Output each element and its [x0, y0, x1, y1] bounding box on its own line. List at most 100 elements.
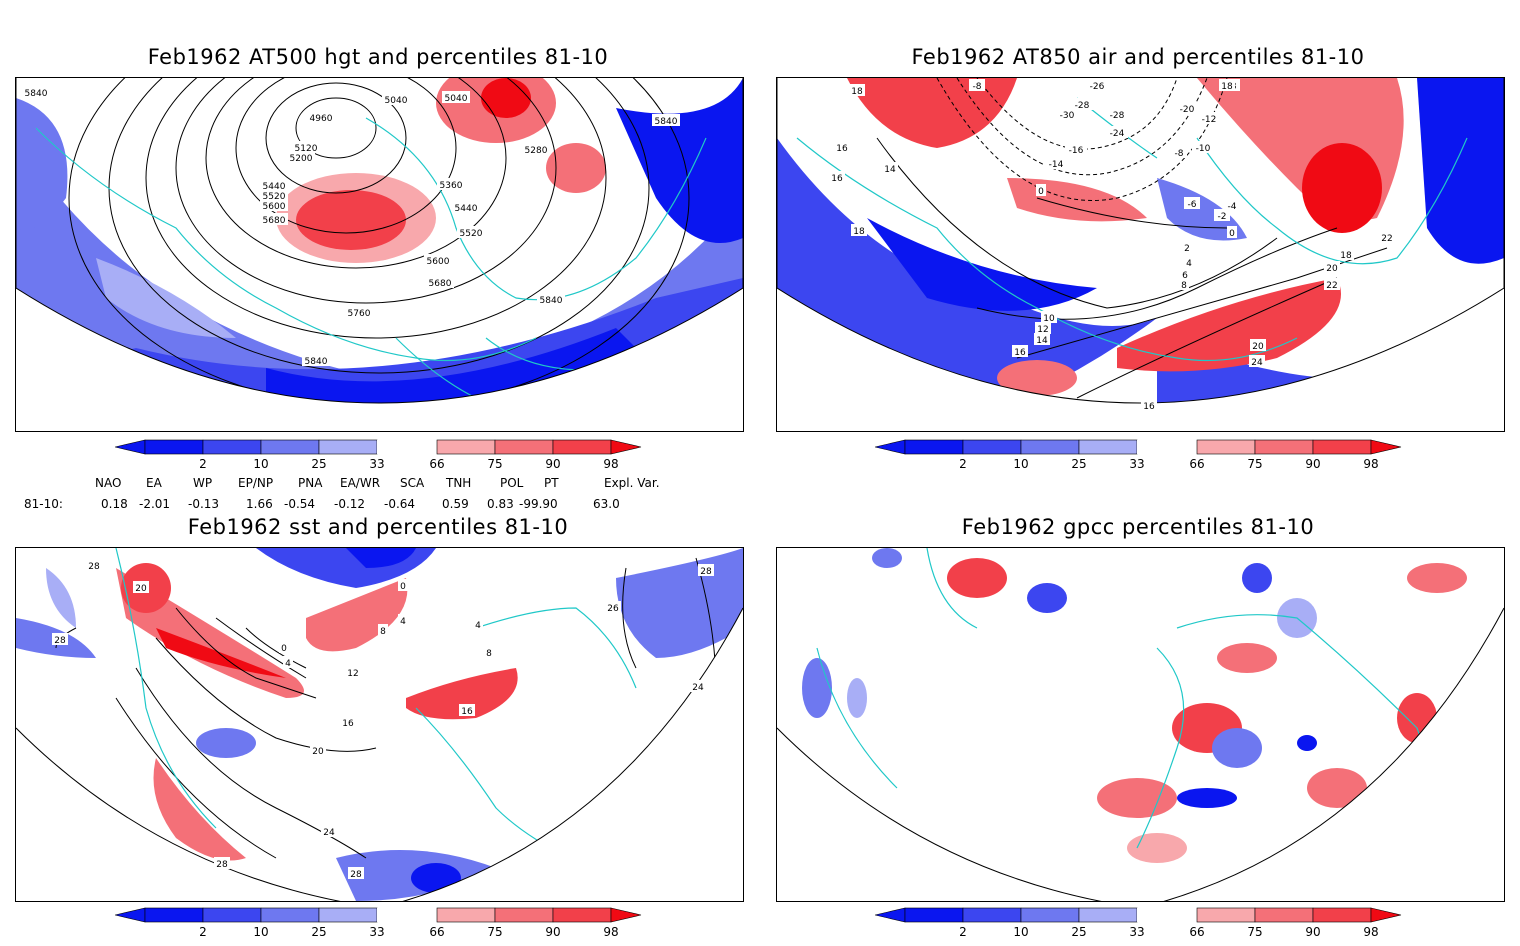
idx-header-pna: PNA: [298, 476, 323, 490]
shade-blue-pale-west: [46, 568, 76, 628]
contour-label-bg: [1224, 199, 1240, 211]
contour-label-bg: [348, 867, 364, 879]
colorbar-label: 33: [369, 925, 384, 939]
colorbar-segment: [436, 907, 496, 923]
colorbar-label: 98: [603, 925, 618, 939]
contour-label-bg: [302, 354, 330, 366]
colorbar-arrow-high: [610, 907, 642, 923]
colorbar-label: 33: [369, 457, 384, 471]
contour-label-bg: [279, 641, 289, 653]
contour-label-bg: [1180, 268, 1190, 280]
contour-label-bg: [437, 178, 465, 190]
contour-label: -12: [1202, 115, 1217, 125]
idx-value-expl: 63.0: [593, 497, 620, 511]
colorbar-segment: [494, 907, 554, 923]
contour-label: 2: [1184, 244, 1190, 254]
map-edge: [777, 607, 1504, 901]
contour-label: 10: [1043, 314, 1055, 324]
shade-red-gulfstream-core: [156, 628, 286, 678]
colorbar-svg: 2 10 25 33 66 75 90 98: [874, 439, 1402, 471]
contour-label: -10: [1196, 144, 1211, 154]
contour-label: -6: [1188, 200, 1197, 210]
contour-label: 4: [285, 659, 291, 669]
colorbar-segment: [904, 907, 964, 923]
contour-label-bg: [1106, 126, 1128, 138]
contour-label-bg: [260, 213, 288, 225]
contour-label: 5520: [263, 192, 286, 202]
contour-label: -4: [1228, 202, 1237, 212]
contour-label-bg: [1012, 345, 1028, 357]
contour-label: 22: [1381, 234, 1392, 244]
contour-label-bg: [1035, 322, 1051, 334]
contour-label-bg: [459, 704, 475, 716]
contour-label-bg: [345, 666, 361, 678]
shade-red-europe: [406, 668, 518, 720]
contour-label: 16: [1014, 348, 1026, 358]
contour-label: 22: [1326, 281, 1337, 291]
contour-label: 14: [1036, 336, 1048, 346]
contour-label: 28: [216, 860, 228, 870]
idx-header-wp: WP: [193, 476, 213, 490]
contour-label-bg: [310, 744, 326, 756]
contour-label-bg: [340, 716, 356, 728]
colorbar-label: 75: [487, 925, 502, 939]
contour-label: 18: [1221, 82, 1233, 92]
idx-value-pt: -99.90: [519, 497, 558, 511]
contour-label-bg: [882, 162, 898, 174]
shade-red-north-core: [481, 78, 531, 118]
contour-label: 5040: [385, 96, 408, 106]
map-panel-gpcc: [776, 547, 1505, 902]
contour-label-bg: [652, 114, 680, 126]
colorbar-air850: 2 10 25 33 66 75 90 98: [874, 438, 1415, 474]
colorbar-label: 2: [199, 457, 207, 471]
shade-red-northwest: [847, 78, 1017, 148]
contour-label-bg: [457, 226, 485, 238]
contour-label-bg: [698, 564, 714, 576]
colorbar-segment: [1196, 907, 1256, 923]
colorbar-segment: [1020, 439, 1080, 455]
colorbar-segment: [1312, 439, 1372, 455]
contour-label-bg: [522, 143, 550, 155]
idx-value-tnh: 0.59: [442, 497, 469, 511]
contour-label: 26: [607, 604, 619, 614]
shade-red-center: [296, 190, 406, 250]
colorbar-label: 66: [1189, 457, 1204, 471]
contour-label: -16: [1069, 146, 1084, 156]
contour-label: 16: [1143, 402, 1155, 412]
shade-red-southwest: [997, 360, 1077, 396]
contour-label: 16: [831, 174, 843, 184]
idx-value-pol: 0.83: [487, 497, 514, 511]
contour-label: -24: [1110, 129, 1125, 139]
idx-header-pt: PT: [544, 476, 559, 490]
contour-label: 5680: [263, 216, 286, 226]
contour-label: 4: [475, 621, 481, 631]
contour-label: 18: [851, 87, 863, 97]
colorbar-label: 98: [603, 457, 618, 471]
colorbar-segment: [260, 439, 320, 455]
colorbar-label: 98: [1363, 457, 1378, 471]
contour-label: 5840: [25, 89, 48, 99]
idx-value-ea: -2.01: [139, 497, 171, 511]
contour-label-bg: [829, 171, 845, 183]
colorbar-segment: [202, 439, 262, 455]
colorbar-label: 75: [1247, 457, 1262, 471]
colorbar-hgt500: 2 10 25 33 66 75 90 98: [114, 438, 655, 474]
contour-label-bg: [1184, 256, 1194, 268]
colorbar-label: 2: [959, 925, 967, 939]
contour-label-bg: [834, 141, 850, 153]
contour-label-bg: [52, 633, 68, 645]
contour-label-bg: [1250, 339, 1266, 351]
contour-label: 0: [1229, 229, 1235, 239]
contour-label-bg: [690, 680, 706, 692]
colorbar-arrow-high: [610, 439, 642, 455]
contour-label-bg: [1198, 112, 1220, 124]
colorbar-label: 75: [1247, 925, 1262, 939]
colorbar-segment: [1137, 908, 1197, 922]
shade-blue-pale: [96, 258, 236, 338]
contour-label-bg: [1065, 143, 1087, 155]
contour-label-bg: [473, 618, 483, 630]
contour-label-bg: [398, 614, 408, 626]
contour-label: 0: [1038, 187, 1044, 197]
contour-label: 8: [380, 627, 386, 637]
contour-label-bg: [1036, 184, 1046, 196]
